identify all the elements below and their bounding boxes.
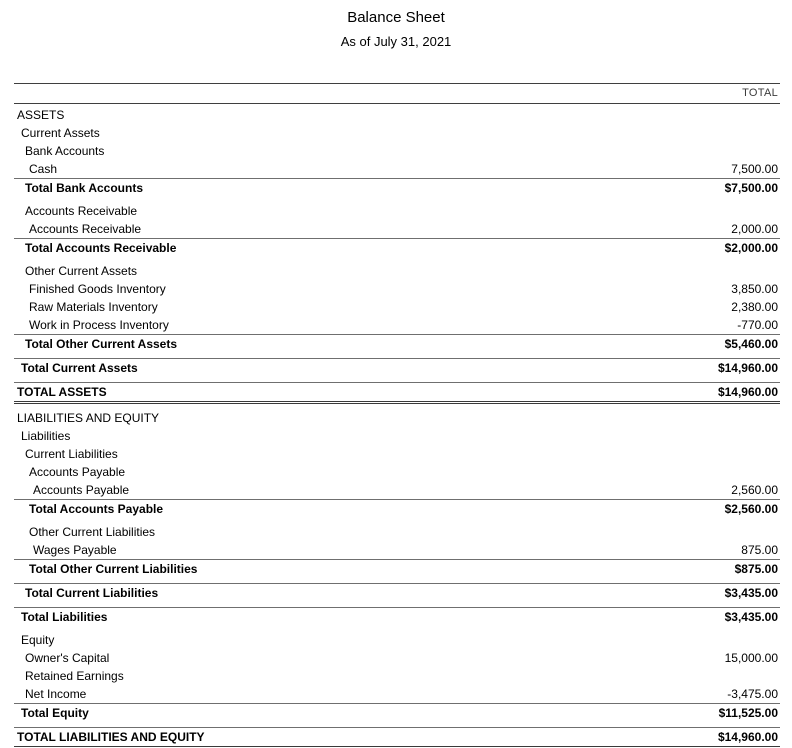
row-label: Accounts Payable [29,465,126,479]
row-value: $14,960.00 [717,385,778,399]
table-row: Other Current Assets [14,262,780,280]
table-row: Bank Accounts [14,142,780,160]
row-label: Total Accounts Payable [29,502,164,516]
table-row: Net Income -3,475.00 [14,685,780,703]
table-row: Liabilities [14,427,780,445]
table-row: Total Current Liabilities $3,435.00 [14,583,780,602]
table-row: Total Accounts Payable $2,560.00 [14,499,780,518]
row-label: TOTAL LIABILITIES AND EQUITY [17,730,205,744]
row-value: $3,435.00 [724,586,778,600]
row-label: Current Assets [21,126,100,140]
table-row: Total Other Current Liabilities $875.00 [14,559,780,578]
row-label: Bank Accounts [25,144,105,158]
report-header: Balance Sheet As of July 31, 2021 [0,8,792,50]
row-value: $2,560.00 [724,502,778,516]
row-label: Total Equity [21,706,89,720]
row-label: Total Other Current Assets [25,337,178,351]
table-row: Wages Payable 875.00 [14,541,780,559]
table-row: Accounts Payable 2,560.00 [14,481,780,499]
report-title: Balance Sheet [347,9,445,26]
row-label: Total Current Liabilities [25,586,159,600]
row-label: Current Liabilities [25,447,118,461]
row-label: Total Other Current Liabilities [29,562,198,576]
row-label: Raw Materials Inventory [29,300,158,314]
report-table: TOTAL ASSETS Current Assets Bank Accounts C… [14,83,780,748]
table-row: Total Other Current Assets $5,460.00 [14,334,780,353]
table-row: Retained Earnings [14,667,780,685]
table-row: Accounts Payable [14,463,780,481]
row-label: Other Current Liabilities [29,525,156,539]
row-value: $875.00 [734,562,778,576]
column-header-total: TOTAL [742,87,778,99]
row-label: Total Current Assets [21,361,138,375]
row-value: 875.00 [741,543,778,557]
row-value: -3,475.00 [727,687,778,701]
table-row: Other Current Liabilities [14,523,780,541]
row-value: -770.00 [737,318,778,332]
row-label: Total Liabilities [21,610,108,624]
table-row: Total Current Assets $14,960.00 [14,358,780,377]
table-row: TOTAL LIABILITIES AND EQUITY $14,960.00 [14,727,780,748]
row-label: Equity [21,633,55,647]
row-value: $14,960.00 [717,730,778,744]
row-value: $3,435.00 [724,610,778,624]
report-subtitle: As of July 31, 2021 [340,34,452,49]
row-label: Total Accounts Receivable [25,241,177,255]
row-value: 2,560.00 [731,483,778,497]
row-label: Net Income [25,687,87,701]
table-row: TOTAL ASSETS $14,960.00 [14,382,780,404]
row-label: TOTAL ASSETS [17,385,107,399]
row-label: Accounts Receivable [25,204,138,218]
row-value: $14,960.00 [717,361,778,375]
row-value: $11,525.00 [718,706,778,720]
table-header-row: TOTAL [14,83,780,104]
table-row: Total Bank Accounts $7,500.00 [14,178,780,197]
table-row: ASSETS [14,106,780,124]
row-label: Cash [29,162,58,176]
row-value: 2,380.00 [731,300,778,314]
row-value: $2,000.00 [724,241,778,255]
row-label: LIABILITIES AND EQUITY [17,411,160,425]
row-label: Other Current Assets [25,264,138,278]
row-value: 3,850.00 [731,282,778,296]
table-row: Raw Materials Inventory 2,380.00 [14,298,780,316]
table-row: Accounts Receivable 2,000.00 [14,220,780,238]
table-row: Current Assets [14,124,780,142]
table-row: Accounts Receivable [14,202,780,220]
row-value: 2,000.00 [731,222,778,236]
row-label: Accounts Receivable [29,222,142,236]
row-label: Owner's Capital [25,651,110,665]
table-row: Equity [14,631,780,649]
row-label: Retained Earnings [25,669,124,683]
row-label: ASSETS [17,108,65,122]
row-label: Wages Payable [33,543,117,557]
table-row: Total Equity $11,525.00 [14,703,780,722]
table-row: Current Liabilities [14,445,780,463]
row-value: $7,500.00 [724,181,778,195]
table-row: Work in Process Inventory -770.00 [14,316,780,334]
table-row: Finished Goods Inventory 3,850.00 [14,280,780,298]
row-label: Work in Process Inventory [29,318,169,332]
table-row: Total Liabilities $3,435.00 [14,607,780,626]
row-label: Liabilities [21,429,71,443]
table-row: LIABILITIES AND EQUITY [14,409,780,427]
table-row: Owner's Capital 15,000.00 [14,649,780,667]
table-row: Cash 7,500.00 [14,160,780,178]
row-label: Finished Goods Inventory [29,282,166,296]
row-label: Total Bank Accounts [25,181,144,195]
row-label: Accounts Payable [33,483,130,497]
row-value: $5,460.00 [724,337,778,351]
row-value: 15,000.00 [724,651,778,665]
table-body: ASSETS Current Assets Bank Accounts Cash 7,5… [14,106,780,748]
row-value: 7,500.00 [731,162,778,176]
table-row: Total Accounts Receivable $2,000.00 [14,238,780,257]
